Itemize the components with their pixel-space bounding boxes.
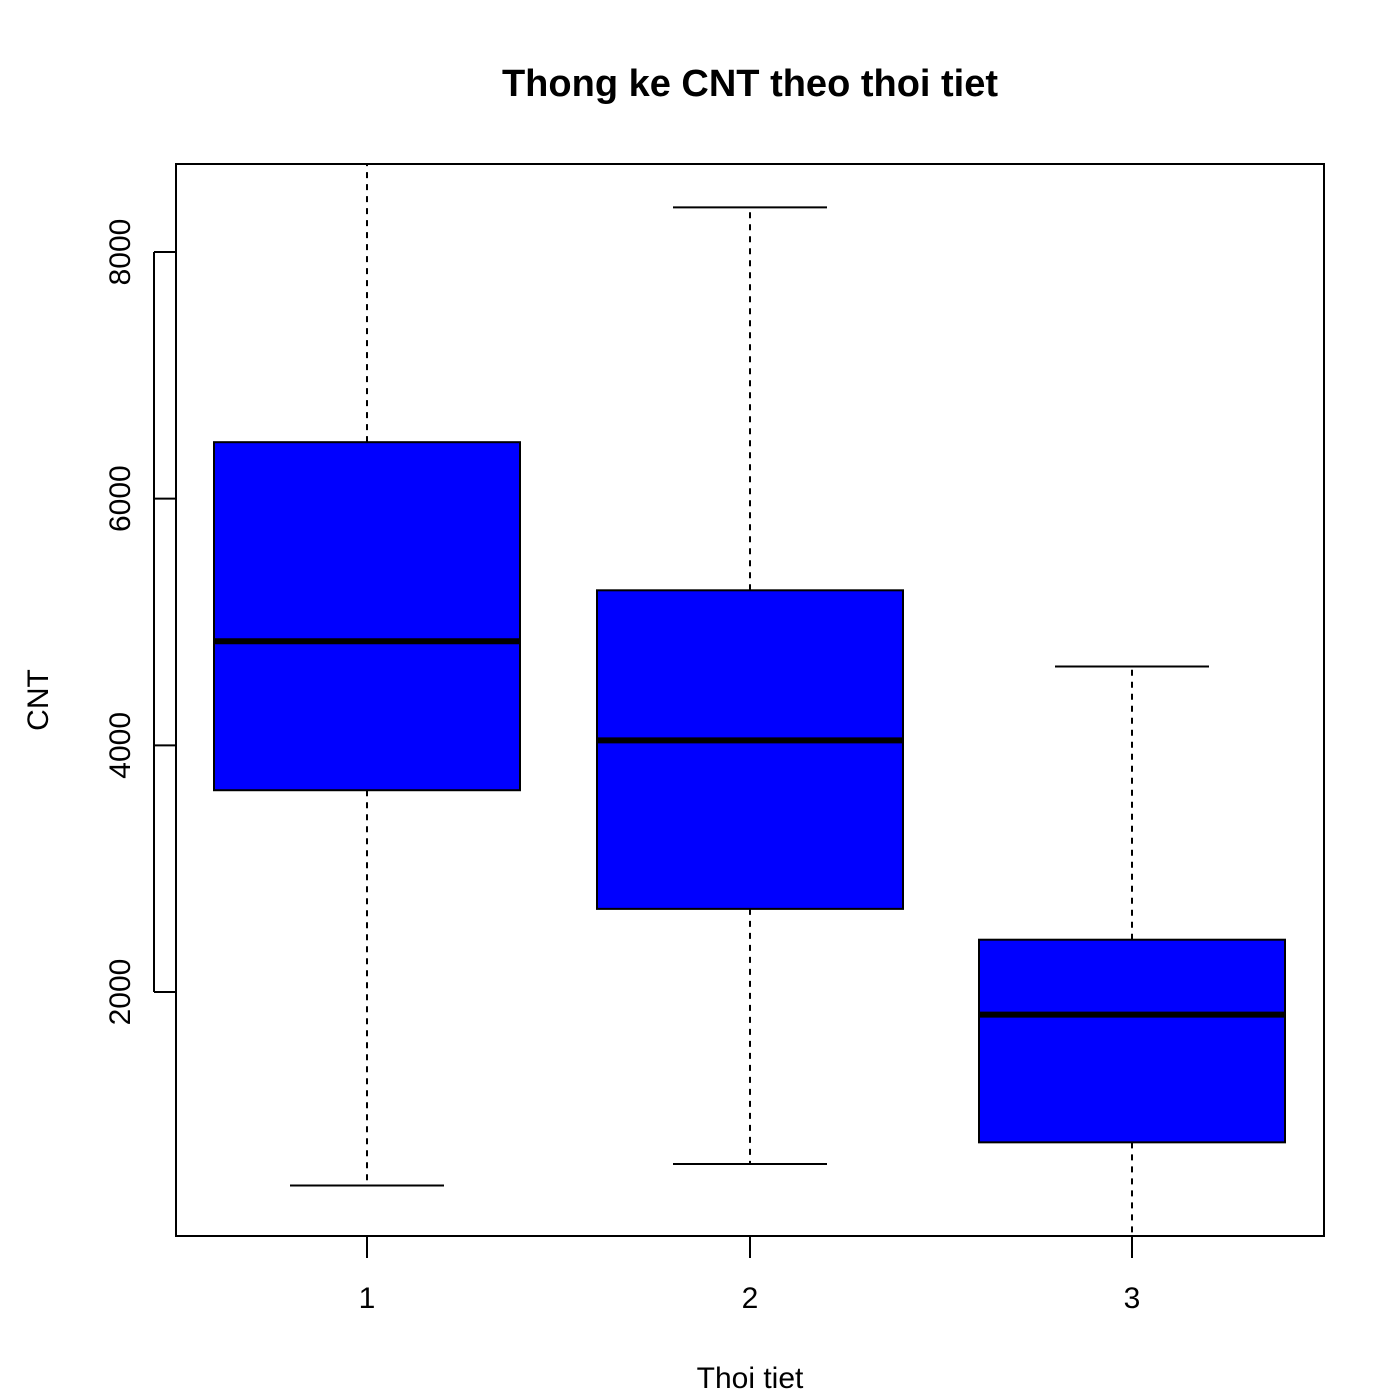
x-axis: 1 2 3 (359, 1236, 1141, 1315)
x-tick-label: 2 (742, 1282, 759, 1315)
y-tick-label: 6000 (104, 465, 137, 532)
y-tick-label: 2000 (104, 959, 137, 1026)
y-tick-label: 4000 (104, 712, 137, 779)
iqr-box (596, 589, 904, 910)
boxes-layer (213, 164, 1286, 1237)
box-group-3 (978, 665, 1286, 1237)
iqr-box (978, 938, 1286, 1144)
iqr-box (213, 441, 521, 792)
box-group-1 (213, 164, 521, 1187)
x-tick-label: 1 (359, 1282, 376, 1315)
x-tick-label: 3 (1124, 1282, 1141, 1315)
chart-title: Thong ke CNT theo thoi tiet (502, 63, 998, 105)
box-group-2 (596, 206, 904, 1166)
x-axis-label: Thoi tiet (697, 1362, 804, 1395)
y-axis-label: CNT (22, 669, 55, 731)
y-tick-label: 8000 (104, 219, 137, 286)
y-axis: 2000 4000 6000 8000 (104, 219, 176, 1026)
